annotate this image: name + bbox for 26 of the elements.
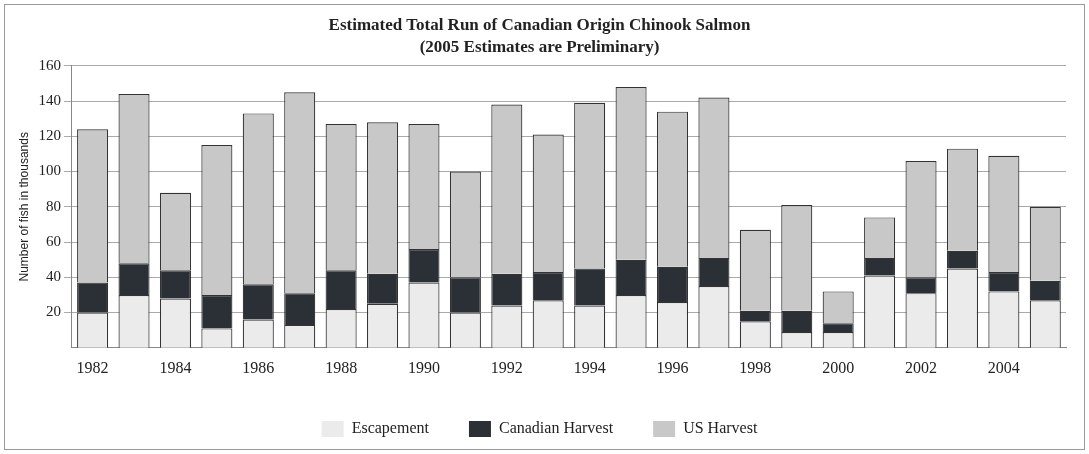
x-tick-label: 1990 — [407, 358, 440, 376]
y-tick-label: 20 — [45, 303, 61, 320]
chart-title: Estimated Total Run of Canadian Origin Chinook Salmon — [328, 14, 751, 34]
y-tick-label: 140 — [38, 91, 61, 108]
x-tick-label: 1988 — [325, 358, 358, 376]
x-tick-label: 1982 — [76, 358, 109, 376]
x-tick-label: 2004 — [987, 358, 1020, 376]
y-tick-label: 80 — [45, 197, 61, 214]
x-tick-label: 1996 — [656, 358, 689, 376]
x-tick-label: 2000 — [822, 358, 855, 376]
x-tick-label: 1994 — [573, 358, 606, 376]
y-tick-label: 160 — [38, 56, 61, 73]
y-axis-title: Number of fish in thousands — [16, 132, 31, 282]
x-tick-label: 2002 — [905, 358, 938, 376]
legend-label: US Harvest — [683, 419, 758, 437]
y-tick-label: 120 — [38, 127, 61, 144]
y-tick-label: 100 — [38, 162, 61, 179]
legend-label: Escapement — [351, 419, 430, 438]
x-tick-label: 1998 — [739, 358, 772, 376]
legend-label: Canadian Harvest — [498, 419, 614, 437]
x-tick-label: 1992 — [490, 358, 523, 376]
y-tick-label: 60 — [45, 232, 61, 249]
x-tick-label: 1984 — [159, 358, 192, 376]
chart-subtitle: (2005 Estimates are Preliminary) — [419, 36, 660, 56]
x-tick-label: 1986 — [242, 358, 275, 376]
y-tick-label: 40 — [45, 268, 61, 285]
